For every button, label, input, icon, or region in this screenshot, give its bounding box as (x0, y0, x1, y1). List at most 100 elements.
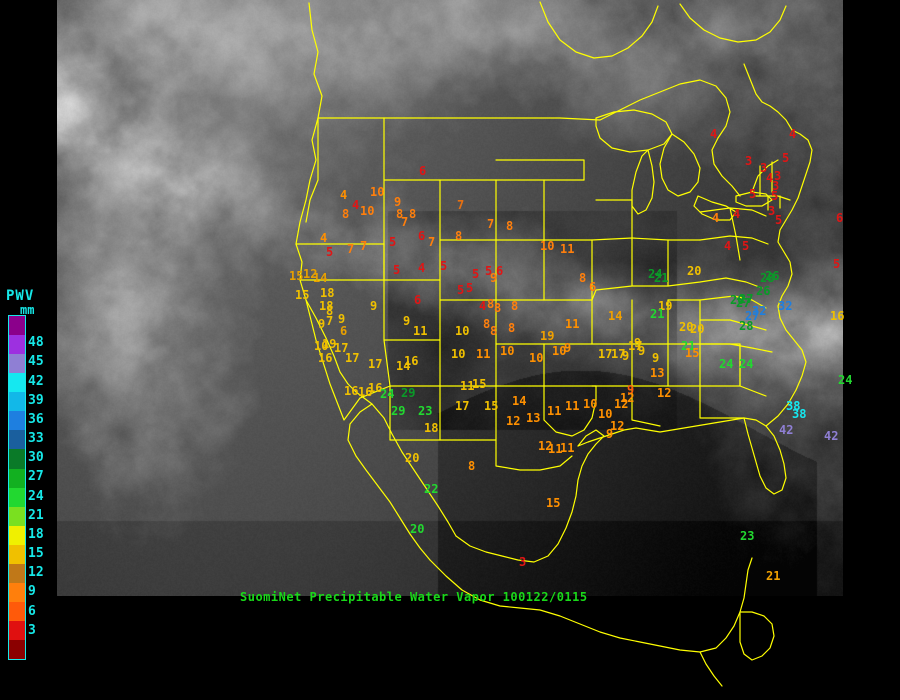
station-value: 8 (487, 297, 495, 311)
station-value: 11 (547, 404, 562, 418)
station-value: 15 (685, 346, 700, 360)
colorbar-tick-42: 42 (28, 373, 44, 389)
colorbar-swatch-4 (9, 392, 25, 412)
station-value: 3 (768, 204, 776, 218)
station-value: 8 (483, 317, 491, 331)
station-value: 4 (418, 261, 426, 275)
station-value: 20 (730, 293, 745, 307)
station-value: 42 (779, 423, 794, 437)
station-value: 11 (560, 242, 575, 256)
station-value: 5 (393, 263, 401, 277)
station-value: 21 (766, 569, 781, 583)
station-value: 23 (418, 404, 433, 418)
colorbar-tick-21: 21 (28, 507, 44, 523)
colorbar-swatch-17 (9, 640, 25, 660)
colorbar-tick-labels: 48 45 42 39 36 33 30 27 24 21 18 15 12 9 6 3 (28, 315, 57, 660)
station-value: 38 (786, 399, 801, 413)
station-value: 5 (485, 264, 493, 278)
station-value: 12 (614, 397, 629, 411)
station-value: 28 (739, 319, 754, 333)
station-value: 8 (342, 207, 350, 221)
station-value: 16 (830, 309, 845, 323)
station-value: 20 (690, 322, 705, 336)
station-value: 27 (739, 292, 754, 306)
station-value: 17 (334, 341, 349, 355)
colorbar-tick-12: 12 (28, 565, 44, 581)
station-value: 9 (622, 349, 630, 363)
station-value: 9 (564, 341, 572, 355)
colorbar-swatch-0 (9, 316, 25, 336)
station-value: 14 (608, 309, 623, 323)
station-value: 8 (396, 207, 404, 221)
station-value: 4 (479, 299, 487, 313)
station-value: 6 (496, 264, 504, 278)
station-value: 9 (318, 317, 326, 331)
station-value: 7 (401, 215, 409, 229)
station-value: 4 (712, 211, 720, 225)
station-value: 29 (391, 404, 406, 418)
station-value: 8 (468, 459, 476, 473)
station-value: 20 (405, 451, 420, 465)
station-value: 10 (370, 185, 385, 199)
colorbar-tick-9: 9 (28, 584, 36, 600)
station-value: 16 (318, 351, 333, 365)
station-value: 11 (565, 317, 580, 331)
colorbar-swatch-15 (9, 601, 25, 621)
station-value: 4 (352, 198, 360, 212)
station-value: 5 (326, 245, 334, 259)
station-value: 9 (634, 336, 642, 350)
station-value: 7 (457, 198, 465, 212)
geo-boundary-path (739, 611, 775, 661)
station-value: 5 (742, 239, 750, 253)
station-value: 24 (380, 387, 395, 401)
station-value: 3 (772, 179, 780, 193)
station-value: 16 (404, 354, 419, 368)
station-value: 19 (658, 299, 673, 313)
station-value: 9 (338, 312, 346, 326)
station-value: 5 (782, 151, 790, 165)
station-value: 9 (638, 344, 646, 358)
station-value: 14 (512, 394, 527, 408)
station-value: 7 (347, 242, 355, 256)
station-value: 15 (484, 399, 499, 413)
station-value: 27 (745, 309, 760, 323)
cloud-field-raster (57, 0, 843, 596)
station-value: 10 (552, 344, 567, 358)
station-value: 10 (500, 344, 515, 358)
station-value: 17 (628, 339, 643, 353)
station-value: 7 (487, 217, 495, 231)
station-value: 12 (620, 391, 635, 405)
station-value: 4 (724, 239, 732, 253)
colorbar-tick-48: 48 (28, 335, 44, 351)
station-value: 19 (322, 337, 337, 351)
station-value: 12 (506, 414, 521, 428)
station-value: 11 (560, 441, 575, 455)
geo-boundary-path (699, 651, 723, 687)
station-value: 17 (345, 351, 360, 365)
station-value: 15 (546, 496, 561, 510)
station-value: 5 (466, 281, 474, 295)
colorbar-tick-15: 15 (28, 546, 44, 561)
station-value: 5 (749, 187, 757, 201)
colorbar-swatch-1 (9, 335, 25, 355)
station-value: 17 (598, 347, 613, 361)
station-value: 8 (508, 321, 516, 335)
station-value: 8 (511, 299, 519, 313)
colorbar-swatch-8 (9, 468, 25, 488)
station-value: 13 (526, 411, 541, 425)
pwv-colorbar-legend: PWV mm 48 45 42 39 36 33 30 27 24 21 18 15 12 9 6 3 (0, 288, 57, 673)
station-value: 27 (736, 296, 751, 310)
station-value: 3 (745, 154, 753, 168)
station-value: 12 (657, 386, 672, 400)
station-value: 19 (540, 329, 555, 343)
legend-units: mm (20, 303, 35, 317)
colorbar-tick-36: 36 (28, 411, 44, 427)
colorbar-tick-6: 6 (28, 603, 36, 619)
station-value: 6 (419, 164, 427, 178)
station-value: 18 (424, 421, 439, 435)
station-value: 8 (326, 304, 334, 318)
station-value: 26 (756, 284, 771, 298)
station-value: 42 (824, 429, 839, 443)
station-value: 15 (295, 288, 310, 302)
